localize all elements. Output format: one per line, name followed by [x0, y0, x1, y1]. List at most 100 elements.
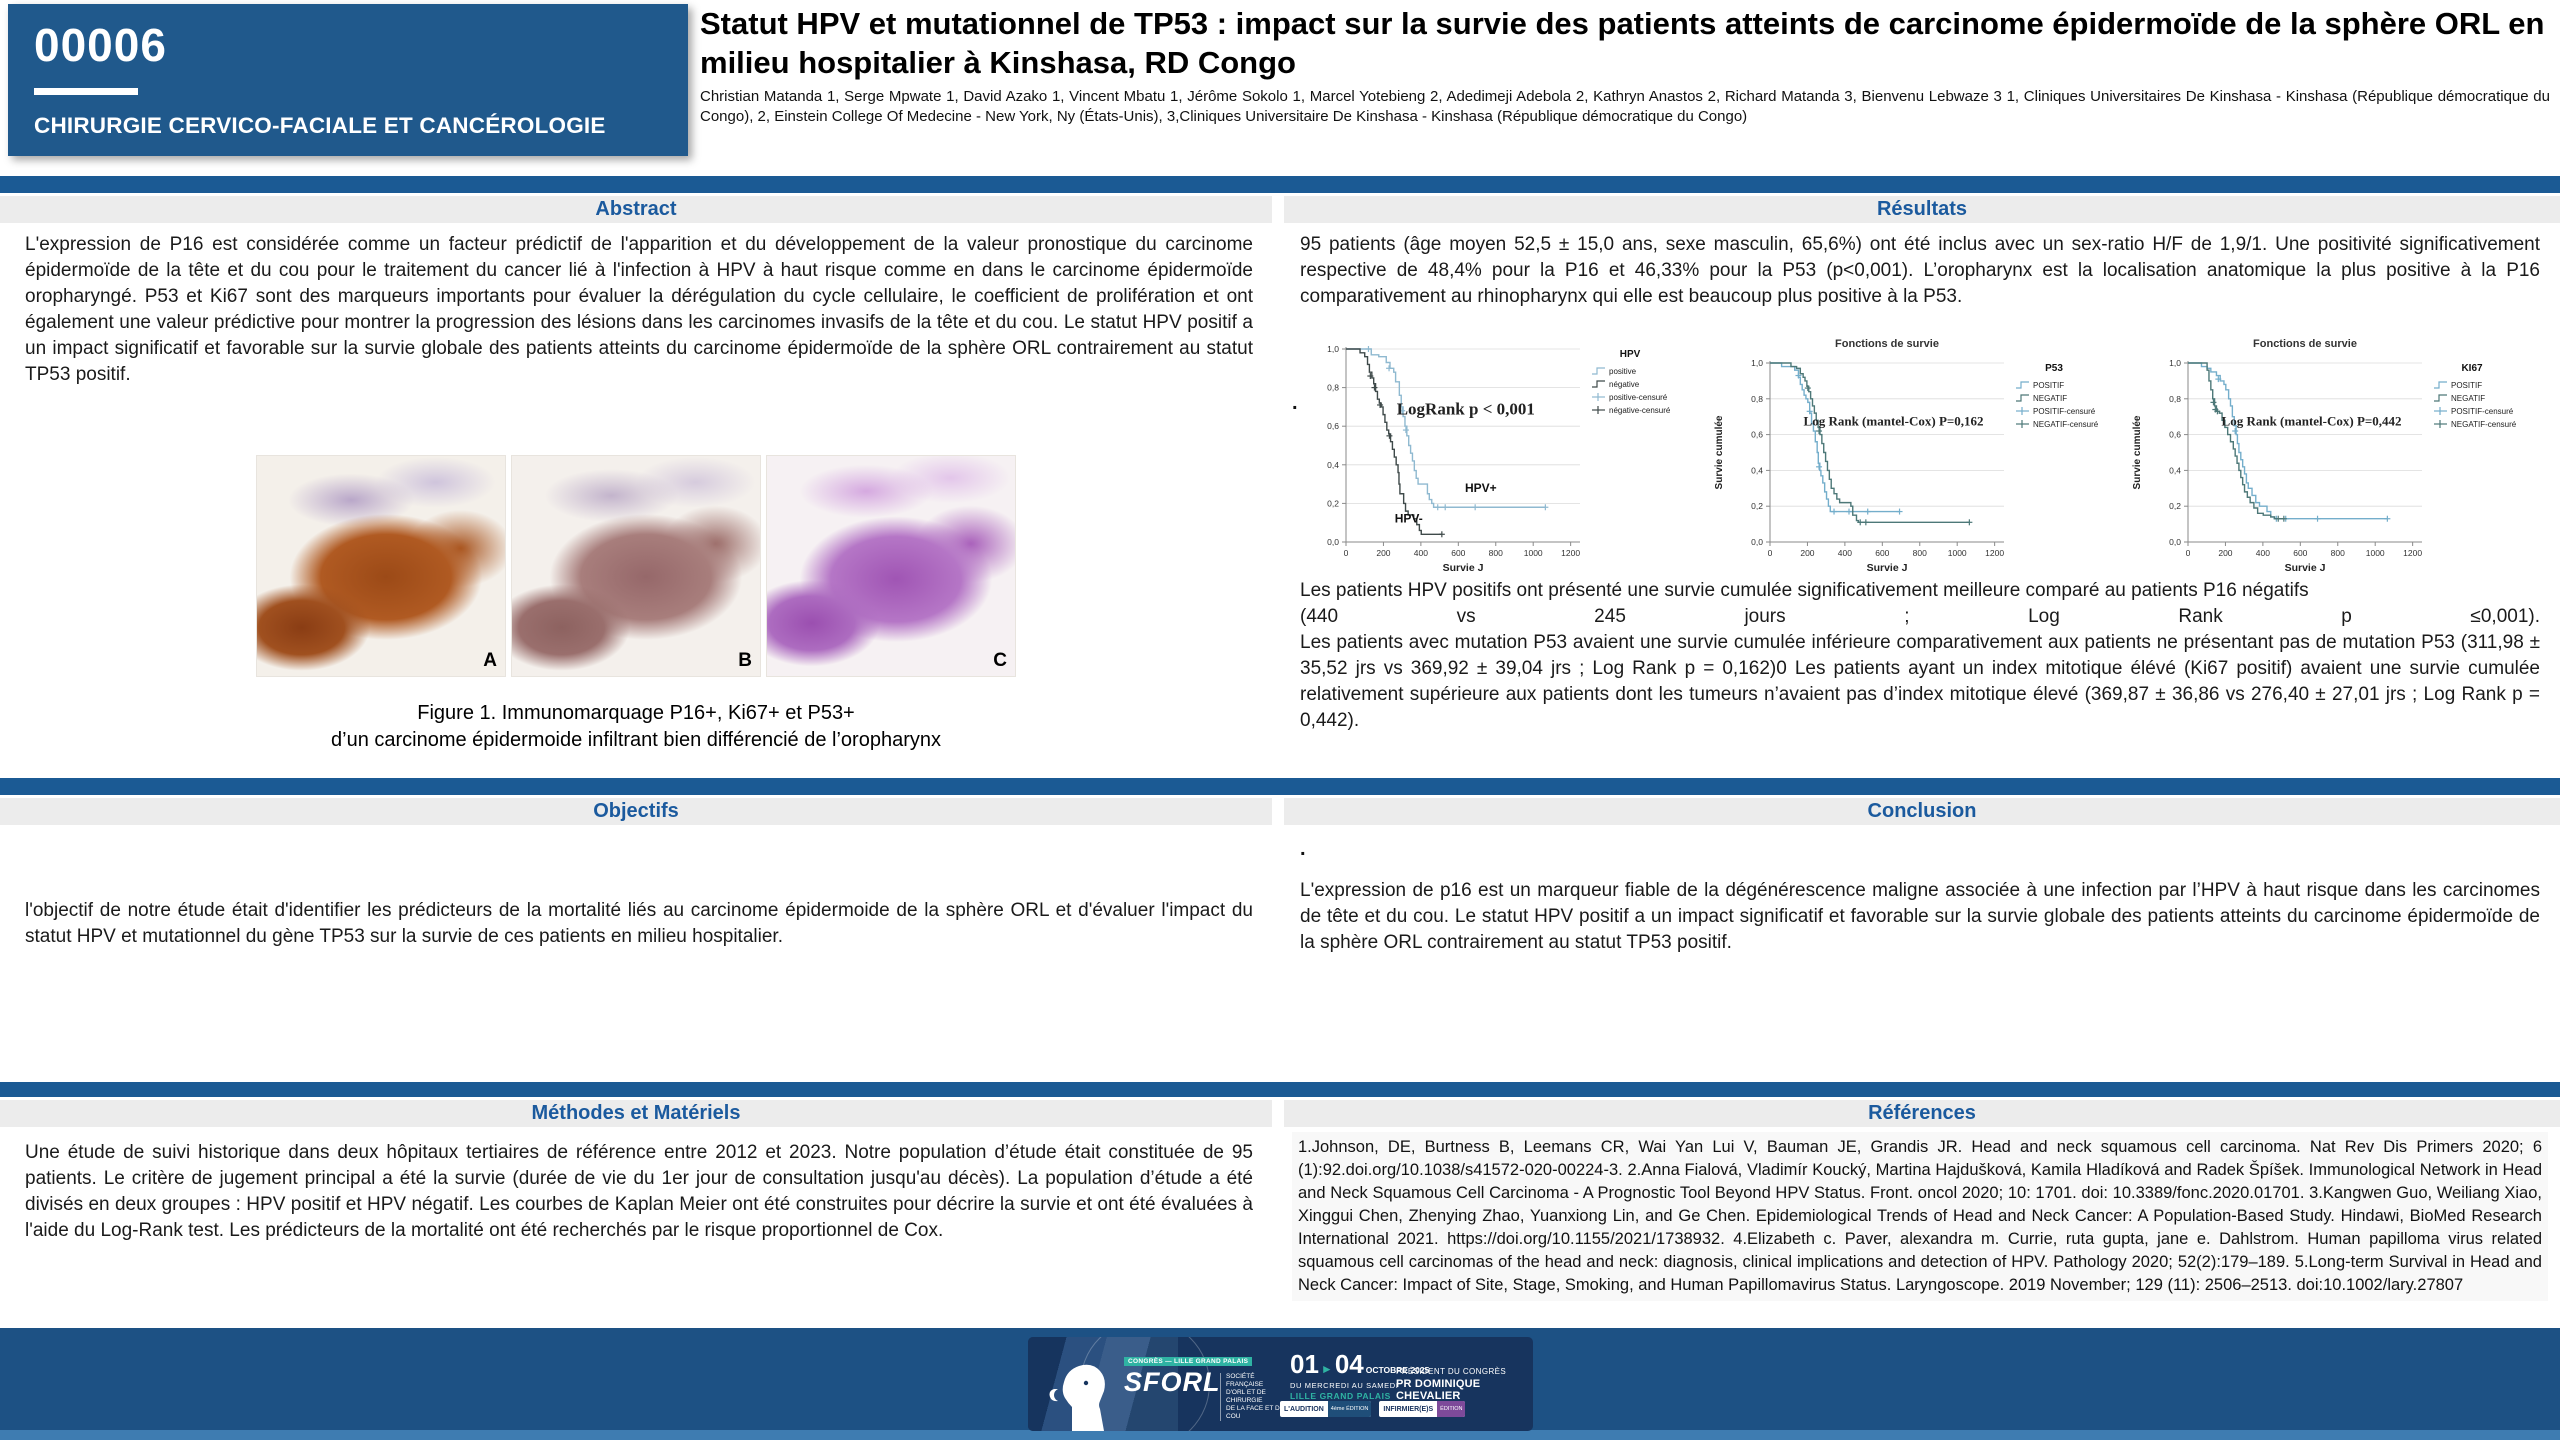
svg-text:0,4: 0,4 — [1751, 465, 1763, 475]
svg-text:200: 200 — [2218, 548, 2232, 558]
date-suffix: OCTOBRE 2025 — [1365, 1365, 1430, 1375]
president-name: PR DOMINIQUE CHEVALIER — [1396, 1378, 1481, 1402]
svg-text:NEGATIF-censuré: NEGATIF-censuré — [2451, 420, 2517, 429]
svg-text:1000: 1000 — [1524, 548, 1543, 558]
svg-text:600: 600 — [2293, 548, 2307, 558]
venue: LILLE GRAND PALAIS — [1290, 1391, 1391, 1401]
svg-text:HPV-: HPV- — [1395, 512, 1423, 526]
svg-text:0,6: 0,6 — [1751, 430, 1763, 440]
section-heading-conclusion: Conclusion — [1284, 798, 2560, 825]
society-name: SOCIÉTÉ FRANÇAISE D'ORL ET DE CHIRURGIE … — [1220, 1373, 1286, 1421]
svg-text:négative: négative — [1609, 380, 1640, 389]
svg-text:1200: 1200 — [1561, 548, 1580, 558]
resultats-paragraph-1: 95 patients (âge moyen 52,5 ± 15,0 ans, … — [1300, 234, 2540, 307]
svg-text:Survie J: Survie J — [1867, 562, 1908, 574]
section-heading-references: Références — [1284, 1100, 2560, 1127]
svg-text:0,4: 0,4 — [2169, 465, 2181, 475]
svg-text:1000: 1000 — [2366, 548, 2385, 558]
svg-text:1200: 1200 — [2403, 548, 2422, 558]
svg-text:positive: positive — [1609, 367, 1637, 376]
badge-infirmiers: INFIRMIER(E)S ÉDITION — [1379, 1401, 1466, 1417]
svg-text:Fonctions de survie: Fonctions de survie — [1835, 338, 1939, 350]
id-underline — [34, 88, 138, 95]
svg-text:NEGATIF-censuré: NEGATIF-censuré — [2033, 420, 2099, 429]
svg-text:400: 400 — [2256, 548, 2270, 558]
svg-text:Survie J: Survie J — [1443, 562, 1484, 574]
resultats-p2-part3: Les patients avec mutation P53 avaient u… — [1300, 632, 2540, 731]
divider-bar-middle — [0, 778, 2560, 795]
conclusion-body: L'expression de p16 est un marqueur fiab… — [1300, 880, 2540, 953]
references-body: 1.Johnson, DE, Burtness B, Leemans CR, W… — [1292, 1132, 2548, 1301]
section-heading-abstract: Abstract — [0, 196, 1272, 223]
badge-audition-label: L'AUDITION — [1284, 1405, 1324, 1413]
resultats-p2-part2: (440 vs 245 jours ; Log Rank p ≤0,001). — [1300, 606, 2540, 627]
svg-text:1200: 1200 — [1985, 548, 2004, 558]
svg-text:0,0: 0,0 — [1327, 537, 1339, 547]
poster-id-box: 00006 CHIRURGIE CERVICO-FACIALE ET CANCÉ… — [8, 4, 688, 156]
poster-id: 00006 — [34, 19, 167, 71]
svg-text:200: 200 — [1376, 548, 1390, 558]
conclusion-stray-dot: . — [1300, 838, 1306, 860]
svg-text:0,8: 0,8 — [1751, 394, 1763, 404]
svg-text:Survie J: Survie J — [2285, 562, 2326, 574]
figure-caption-line2: d’un carcinome épidermoide infiltrant bi… — [331, 729, 941, 751]
footer-bottom-line — [0, 1430, 2560, 1440]
svg-text:HPV+: HPV+ — [1465, 481, 1497, 495]
date-start: 01 — [1290, 1349, 1319, 1379]
svg-text:négative-censuré: négative-censuré — [1609, 406, 1671, 415]
badge-audition: L'AUDITION 4ème ÉDITION — [1280, 1401, 1372, 1417]
svg-text:0,0: 0,0 — [1751, 537, 1763, 547]
svg-text:0: 0 — [2186, 548, 2191, 558]
svg-text:0,2: 0,2 — [1751, 501, 1763, 511]
methodes-body: Une étude de suivi historique dans deux … — [25, 1142, 1253, 1241]
title-area: Statut HPV et mutationnel de TP53 : impa… — [700, 4, 2550, 126]
histology-panel-b: B — [511, 455, 761, 677]
congress-chip: CONGRÈS — LILLE GRAND PALAIS — [1124, 1357, 1253, 1366]
svg-text:600: 600 — [1451, 548, 1465, 558]
badge-infirmiers-label: INFIRMIER(E)S — [1383, 1405, 1434, 1413]
sforl-logo: SFORL — [1124, 1367, 1221, 1397]
arrow-icon: ► — [1320, 1362, 1333, 1376]
divider-bar-top — [0, 176, 2560, 193]
svg-text:KI67: KI67 — [2461, 363, 2483, 374]
resultats-p2-part1: Les patients HPV positifs ont présenté u… — [1300, 580, 2309, 601]
svg-text:800: 800 — [2331, 548, 2345, 558]
svg-text:1,0: 1,0 — [2169, 358, 2181, 368]
svg-text:P53: P53 — [2045, 363, 2063, 374]
divider-bar-bottom — [0, 1082, 2560, 1097]
authors: Christian Matanda 1, Serge Mpwate 1, Dav… — [700, 88, 2002, 105]
resultats-paragraph-2: Les patients HPV positifs ont présenté u… — [1300, 578, 2540, 734]
svg-text:1000: 1000 — [1948, 548, 1967, 558]
histology-panel-c: C — [766, 455, 1016, 677]
svg-text:Survie cumulée: Survie cumulée — [2132, 415, 2143, 489]
svg-text:400: 400 — [1838, 548, 1852, 558]
svg-text:positive-censuré: positive-censuré — [1609, 393, 1668, 402]
svg-text:1,0: 1,0 — [1751, 358, 1763, 368]
woman-silhouette-icon — [1049, 1364, 1105, 1431]
km-chart-ki67: 0,0 0,2 0,4 0,6 0,8 1,0 0 200 400 600 800 1000 1200 S… — [2126, 333, 2544, 588]
sforl-congress-banner: CONGRÈS — LILLE GRAND PALAIS SFORL SOCIÉ… — [1028, 1337, 1533, 1431]
president-block: PRÉSIDENT DU CONGRÈS PR DOMINIQUE CHEVAL… — [1396, 1367, 1533, 1402]
department-name: CHIRURGIE CERVICO-FACIALE ET CANCÉROLOGI… — [34, 113, 606, 138]
histology-panel-a: A — [256, 455, 506, 677]
svg-text:NEGATIF: NEGATIF — [2451, 394, 2485, 403]
svg-text:0,2: 0,2 — [1327, 498, 1339, 508]
figure-1-caption: Figure 1. Immunomarquage P16+, Ki67+ et … — [0, 700, 1272, 754]
panel-label-b: B — [738, 650, 752, 671]
svg-text:POSITIF-censuré: POSITIF-censuré — [2451, 407, 2514, 416]
svg-text:POSITIF-censuré: POSITIF-censuré — [2033, 407, 2096, 416]
svg-text:HPV: HPV — [1620, 349, 1641, 360]
byline: Christian Matanda 1, Serge Mpwate 1, Dav… — [700, 87, 2550, 126]
abstract-body: L'expression de P16 est considérée comme… — [25, 234, 1253, 385]
society-line1: SOCIÉTÉ FRANÇAISE — [1226, 1373, 1264, 1388]
svg-text:0: 0 — [1768, 548, 1773, 558]
figure-1: A B C — [0, 455, 1272, 677]
poster-title: Statut HPV et mutationnel de TP53 : impa… — [700, 6, 2545, 80]
svg-text:Log Rank (mantel-Cox) P=0,442: Log Rank (mantel-Cox) P=0,442 — [2222, 414, 2402, 429]
km-chart-p53: 0,0 0,2 0,4 0,6 0,8 1,0 0 200 400 600 800 1000 1200 S… — [1708, 333, 2126, 588]
date-end: 04 — [1334, 1349, 1364, 1379]
affiliations: 1, Cliniques Universitaires De Kinshasa … — [700, 88, 2550, 125]
congress-dates: 01 ►04 OCTOBRE 2025 DU MERCREDI AU SAMEDI … — [1290, 1349, 1429, 1401]
president-label: PRÉSIDENT DU CONGRÈS — [1396, 1367, 1507, 1376]
